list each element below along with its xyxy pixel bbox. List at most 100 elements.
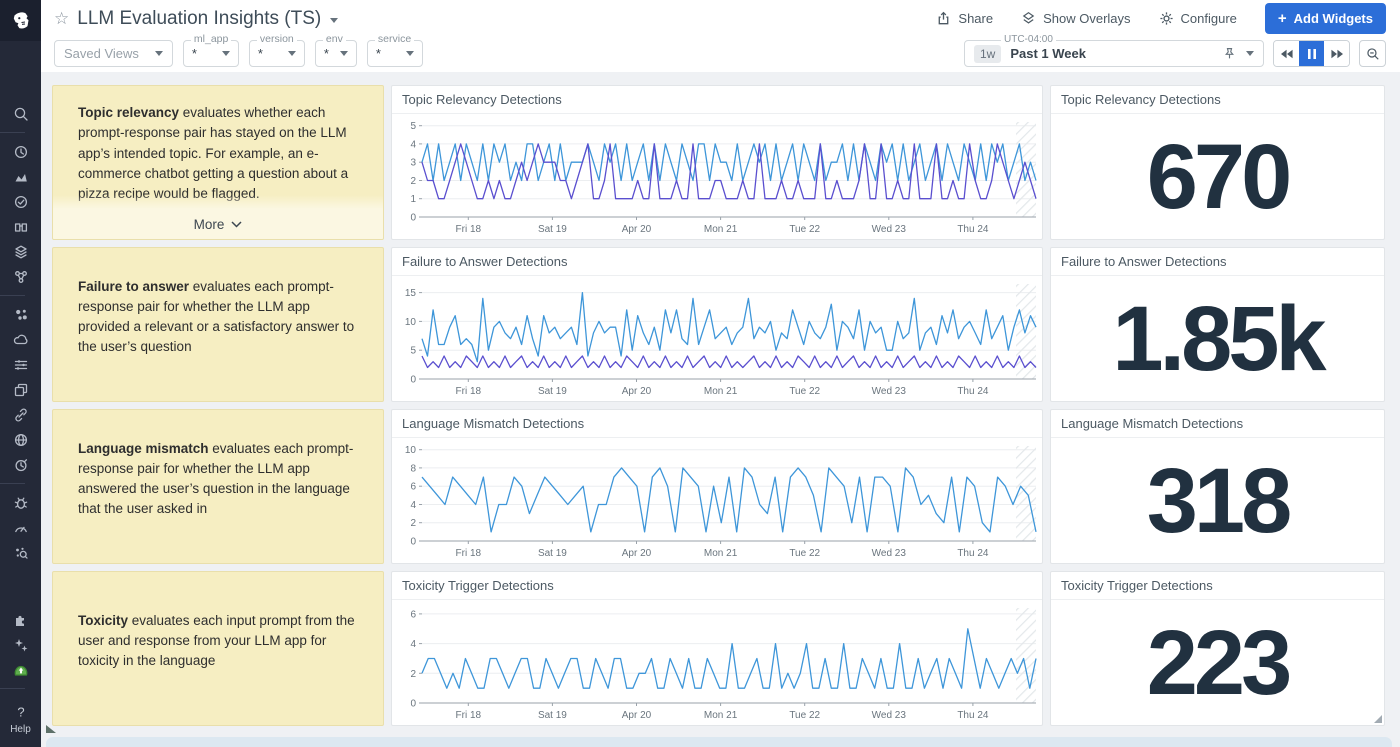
favorite-star-icon[interactable]: ☆ bbox=[54, 9, 69, 29]
template-var-version[interactable]: version * bbox=[249, 40, 305, 67]
sidebar-upload-icon[interactable] bbox=[0, 657, 41, 682]
title-chevron-down-icon[interactable] bbox=[330, 10, 338, 28]
sidebar-apm-icon[interactable] bbox=[0, 214, 41, 239]
svg-text:Fri 18: Fri 18 bbox=[456, 548, 482, 559]
svg-text:4: 4 bbox=[410, 139, 416, 150]
value-title: Failure to Answer Detections bbox=[1051, 248, 1384, 276]
saved-views-dropdown[interactable]: Saved Views bbox=[54, 40, 173, 67]
svg-text:4: 4 bbox=[410, 500, 416, 511]
svg-text:6: 6 bbox=[410, 609, 416, 620]
sidebar-divider bbox=[0, 688, 25, 689]
value-topic-relevancy[interactable]: Topic Relevancy Detections 670 bbox=[1050, 85, 1385, 240]
svg-text:Thu 24: Thu 24 bbox=[957, 548, 989, 559]
value-failure-to-answer[interactable]: Failure to Answer Detections 1.85k bbox=[1050, 247, 1385, 402]
svg-text:3: 3 bbox=[410, 158, 416, 169]
svg-text:2: 2 bbox=[410, 176, 416, 187]
sidebar-watchdog-icon[interactable] bbox=[0, 189, 41, 214]
dashboard-header: ☆ LLM Evaluation Insights (TS) Share Sho… bbox=[41, 0, 1400, 72]
note-more-button[interactable]: More bbox=[53, 209, 383, 239]
show-overlays-button[interactable]: Show Overlays bbox=[1021, 11, 1130, 26]
chevron-down-icon bbox=[231, 221, 242, 228]
sidebar-metrics-icon[interactable] bbox=[0, 164, 41, 189]
fast-forward-button[interactable] bbox=[1324, 41, 1349, 66]
help-icon[interactable]: ? bbox=[0, 699, 41, 724]
chevron-down-icon bbox=[340, 51, 348, 56]
svg-text:15: 15 bbox=[405, 288, 417, 299]
sidebar-search-icon[interactable] bbox=[0, 101, 41, 126]
chart-language-mismatch[interactable]: Language Mismatch Detections 0246810Fri … bbox=[391, 409, 1043, 564]
pin-icon[interactable] bbox=[1223, 47, 1236, 60]
svg-text:Tue 22: Tue 22 bbox=[789, 386, 820, 397]
note-text: Failure to answer evaluates each prompt-… bbox=[53, 277, 383, 373]
svg-text:?: ? bbox=[17, 704, 24, 719]
value-language-mismatch[interactable]: Language Mismatch Detections 318 bbox=[1050, 409, 1385, 564]
chevron-down-icon bbox=[222, 51, 230, 56]
sidebar-globe-icon[interactable] bbox=[0, 427, 41, 452]
sidebar-sparkles-icon[interactable] bbox=[0, 632, 41, 657]
sidebar-processes-icon[interactable] bbox=[0, 302, 41, 327]
template-var-env[interactable]: env * bbox=[315, 40, 357, 67]
query-value: 1.85k bbox=[1112, 293, 1322, 385]
svg-text:Wed 23: Wed 23 bbox=[872, 548, 907, 559]
zoom-out-button[interactable] bbox=[1359, 40, 1386, 67]
svg-text:5: 5 bbox=[410, 121, 416, 132]
sidebar-logs-icon[interactable] bbox=[0, 352, 41, 377]
help-section[interactable]: ? Help bbox=[0, 699, 41, 735]
overlays-icon bbox=[1021, 11, 1036, 26]
timeseries-plot[interactable]: 0246Fri 18Sat 19Apr 20Mon 21Tue 22Wed 23… bbox=[392, 600, 1042, 725]
sidebar-infrastructure-icon[interactable] bbox=[0, 239, 41, 264]
share-button[interactable]: Share bbox=[936, 11, 993, 26]
note-text: Toxicity evaluates each input prompt fro… bbox=[53, 611, 383, 687]
chart-topic-relevancy[interactable]: Topic Relevancy Detections 012345Fri 18S… bbox=[391, 85, 1043, 240]
svg-text:0: 0 bbox=[410, 375, 416, 386]
dashboard-canvas: Topic relevancy evaluates whether each p… bbox=[41, 72, 1400, 747]
chart-title: Toxicity Trigger Detections bbox=[392, 572, 1042, 600]
sidebar-link-icon[interactable] bbox=[0, 402, 41, 427]
sidebar-bug-icon[interactable] bbox=[0, 490, 41, 515]
svg-text:Sat 19: Sat 19 bbox=[538, 386, 567, 397]
value-title: Topic Relevancy Detections bbox=[1051, 86, 1384, 114]
sidebar-divider bbox=[0, 483, 25, 484]
configure-button[interactable]: Configure bbox=[1159, 11, 1237, 26]
sidebar-service-map-icon[interactable] bbox=[0, 264, 41, 289]
chart-title: Topic Relevancy Detections bbox=[392, 86, 1042, 114]
sidebar-monitors-icon[interactable] bbox=[0, 452, 41, 477]
svg-text:Tue 22: Tue 22 bbox=[789, 548, 820, 559]
sidebar-cloud-icon[interactable] bbox=[0, 327, 41, 352]
template-var-ml_app[interactable]: ml_app * bbox=[183, 40, 239, 67]
value-title: Toxicity Trigger Detections bbox=[1051, 572, 1384, 600]
sidebar-divider bbox=[0, 132, 25, 133]
svg-text:6: 6 bbox=[410, 482, 416, 493]
timeseries-plot[interactable]: 012345Fri 18Sat 19Apr 20Mon 21Tue 22Wed … bbox=[392, 114, 1042, 239]
sidebar-gauge-icon[interactable] bbox=[0, 515, 41, 540]
sidebar-rum-icon[interactable] bbox=[0, 377, 41, 402]
svg-text:0: 0 bbox=[410, 213, 416, 224]
time-range-picker[interactable]: UTC-04:00 1w Past 1 Week bbox=[964, 40, 1264, 67]
datadog-logo-icon[interactable] bbox=[0, 0, 41, 41]
mouse-cursor bbox=[46, 725, 56, 733]
sidebar-history-icon[interactable] bbox=[0, 139, 41, 164]
svg-text:Apr 20: Apr 20 bbox=[622, 386, 652, 397]
chart-toxicity[interactable]: Toxicity Trigger Detections 0246Fri 18Sa… bbox=[391, 571, 1043, 726]
chevron-down-icon[interactable] bbox=[1246, 51, 1254, 56]
widget-resize-handle[interactable] bbox=[1374, 715, 1382, 723]
svg-text:Fri 18: Fri 18 bbox=[456, 386, 482, 397]
sidebar-puzzle-icon[interactable] bbox=[0, 607, 41, 632]
timeseries-plot[interactable]: 0246810Fri 18Sat 19Apr 20Mon 21Tue 22Wed… bbox=[392, 438, 1042, 563]
dashboard-page: ? Help ☆ LLM Evaluation Insights (TS) Sh… bbox=[0, 0, 1400, 747]
sidebar-llm-icon[interactable] bbox=[0, 540, 41, 565]
template-var-service[interactable]: service * bbox=[367, 40, 423, 67]
add-widgets-button[interactable]: + Add Widgets bbox=[1265, 3, 1386, 34]
svg-text:Mon 21: Mon 21 bbox=[704, 386, 738, 397]
timeseries-plot[interactable]: 051015Fri 18Sat 19Apr 20Mon 21Tue 22Wed … bbox=[392, 276, 1042, 401]
chevron-down-icon bbox=[288, 51, 296, 56]
svg-text:2: 2 bbox=[410, 518, 416, 529]
pause-button[interactable] bbox=[1299, 41, 1324, 66]
horizontal-scrollbar[interactable] bbox=[46, 737, 1392, 747]
svg-text:Tue 22: Tue 22 bbox=[789, 224, 820, 235]
plus-icon: + bbox=[1278, 10, 1287, 27]
value-toxicity[interactable]: Toxicity Trigger Detections 223 bbox=[1050, 571, 1385, 726]
timezone-label: UTC-04:00 bbox=[1001, 34, 1056, 45]
rewind-button[interactable] bbox=[1274, 41, 1299, 66]
chart-failure-to-answer[interactable]: Failure to Answer Detections 051015Fri 1… bbox=[391, 247, 1043, 402]
